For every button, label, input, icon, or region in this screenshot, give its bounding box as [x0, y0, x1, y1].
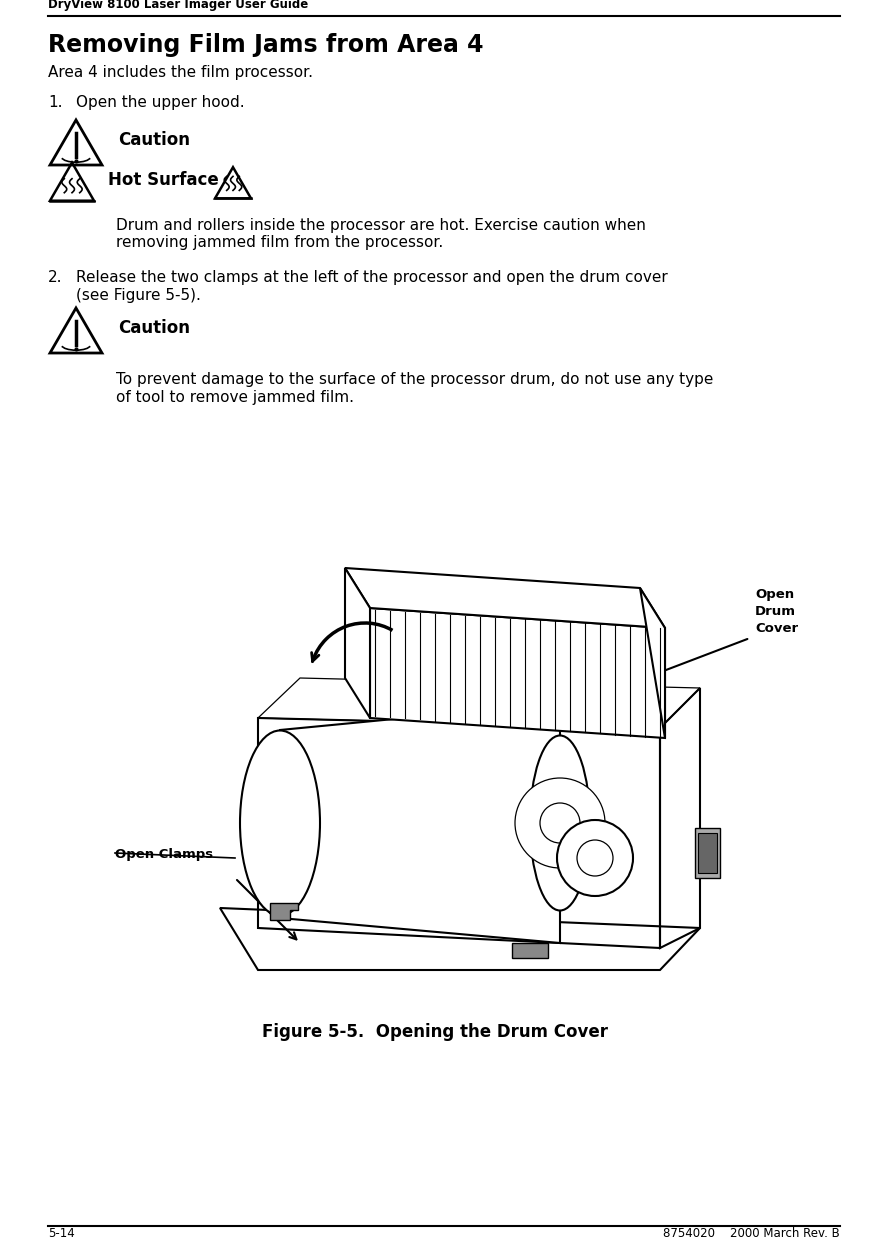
- Text: Open the upper hood.: Open the upper hood.: [76, 95, 244, 110]
- Polygon shape: [280, 703, 560, 943]
- Polygon shape: [512, 943, 547, 958]
- Text: Open
Drum
Cover: Open Drum Cover: [754, 588, 797, 635]
- Text: Caution: Caution: [118, 131, 189, 149]
- Polygon shape: [345, 568, 664, 628]
- Text: 2.: 2.: [48, 270, 63, 285]
- Text: Open Clamps: Open Clamps: [115, 847, 213, 861]
- Circle shape: [514, 778, 604, 869]
- Text: Drum and rollers inside the processor are hot. Exercise caution when: Drum and rollers inside the processor ar…: [116, 218, 645, 233]
- Text: 5-14: 5-14: [48, 1227, 75, 1241]
- Text: removing jammed film from the processor.: removing jammed film from the processor.: [116, 235, 442, 250]
- Polygon shape: [345, 568, 369, 718]
- Polygon shape: [269, 904, 298, 920]
- Text: Removing Film Jams from Area 4: Removing Film Jams from Area 4: [48, 32, 483, 57]
- Text: Figure 5-5.  Opening the Drum Cover: Figure 5-5. Opening the Drum Cover: [262, 1023, 607, 1041]
- Circle shape: [556, 820, 633, 896]
- Text: Area 4 includes the film processor.: Area 4 includes the film processor.: [48, 65, 313, 80]
- Polygon shape: [369, 608, 664, 738]
- Text: Release the two clamps at the left of the processor and open the drum cover: Release the two clamps at the left of th…: [76, 270, 667, 285]
- Text: 1.: 1.: [48, 95, 63, 110]
- Text: To prevent damage to the surface of the processor drum, do not use any type: To prevent damage to the surface of the …: [116, 372, 713, 387]
- Polygon shape: [697, 832, 716, 874]
- Ellipse shape: [240, 730, 320, 916]
- Text: DryView 8100 Laser Imager User Guide: DryView 8100 Laser Imager User Guide: [48, 0, 308, 11]
- Circle shape: [540, 802, 580, 842]
- Text: 8754020    2000 March Rev. B: 8754020 2000 March Rev. B: [662, 1227, 839, 1241]
- Text: Hot Surface: Hot Surface: [108, 171, 218, 188]
- Ellipse shape: [529, 735, 589, 911]
- Text: (see Figure 5-5).: (see Figure 5-5).: [76, 288, 201, 303]
- Polygon shape: [640, 588, 664, 738]
- Circle shape: [576, 840, 613, 876]
- Text: Caution: Caution: [118, 319, 189, 337]
- Text: of tool to remove jammed film.: of tool to remove jammed film.: [116, 389, 354, 406]
- Polygon shape: [694, 827, 720, 879]
